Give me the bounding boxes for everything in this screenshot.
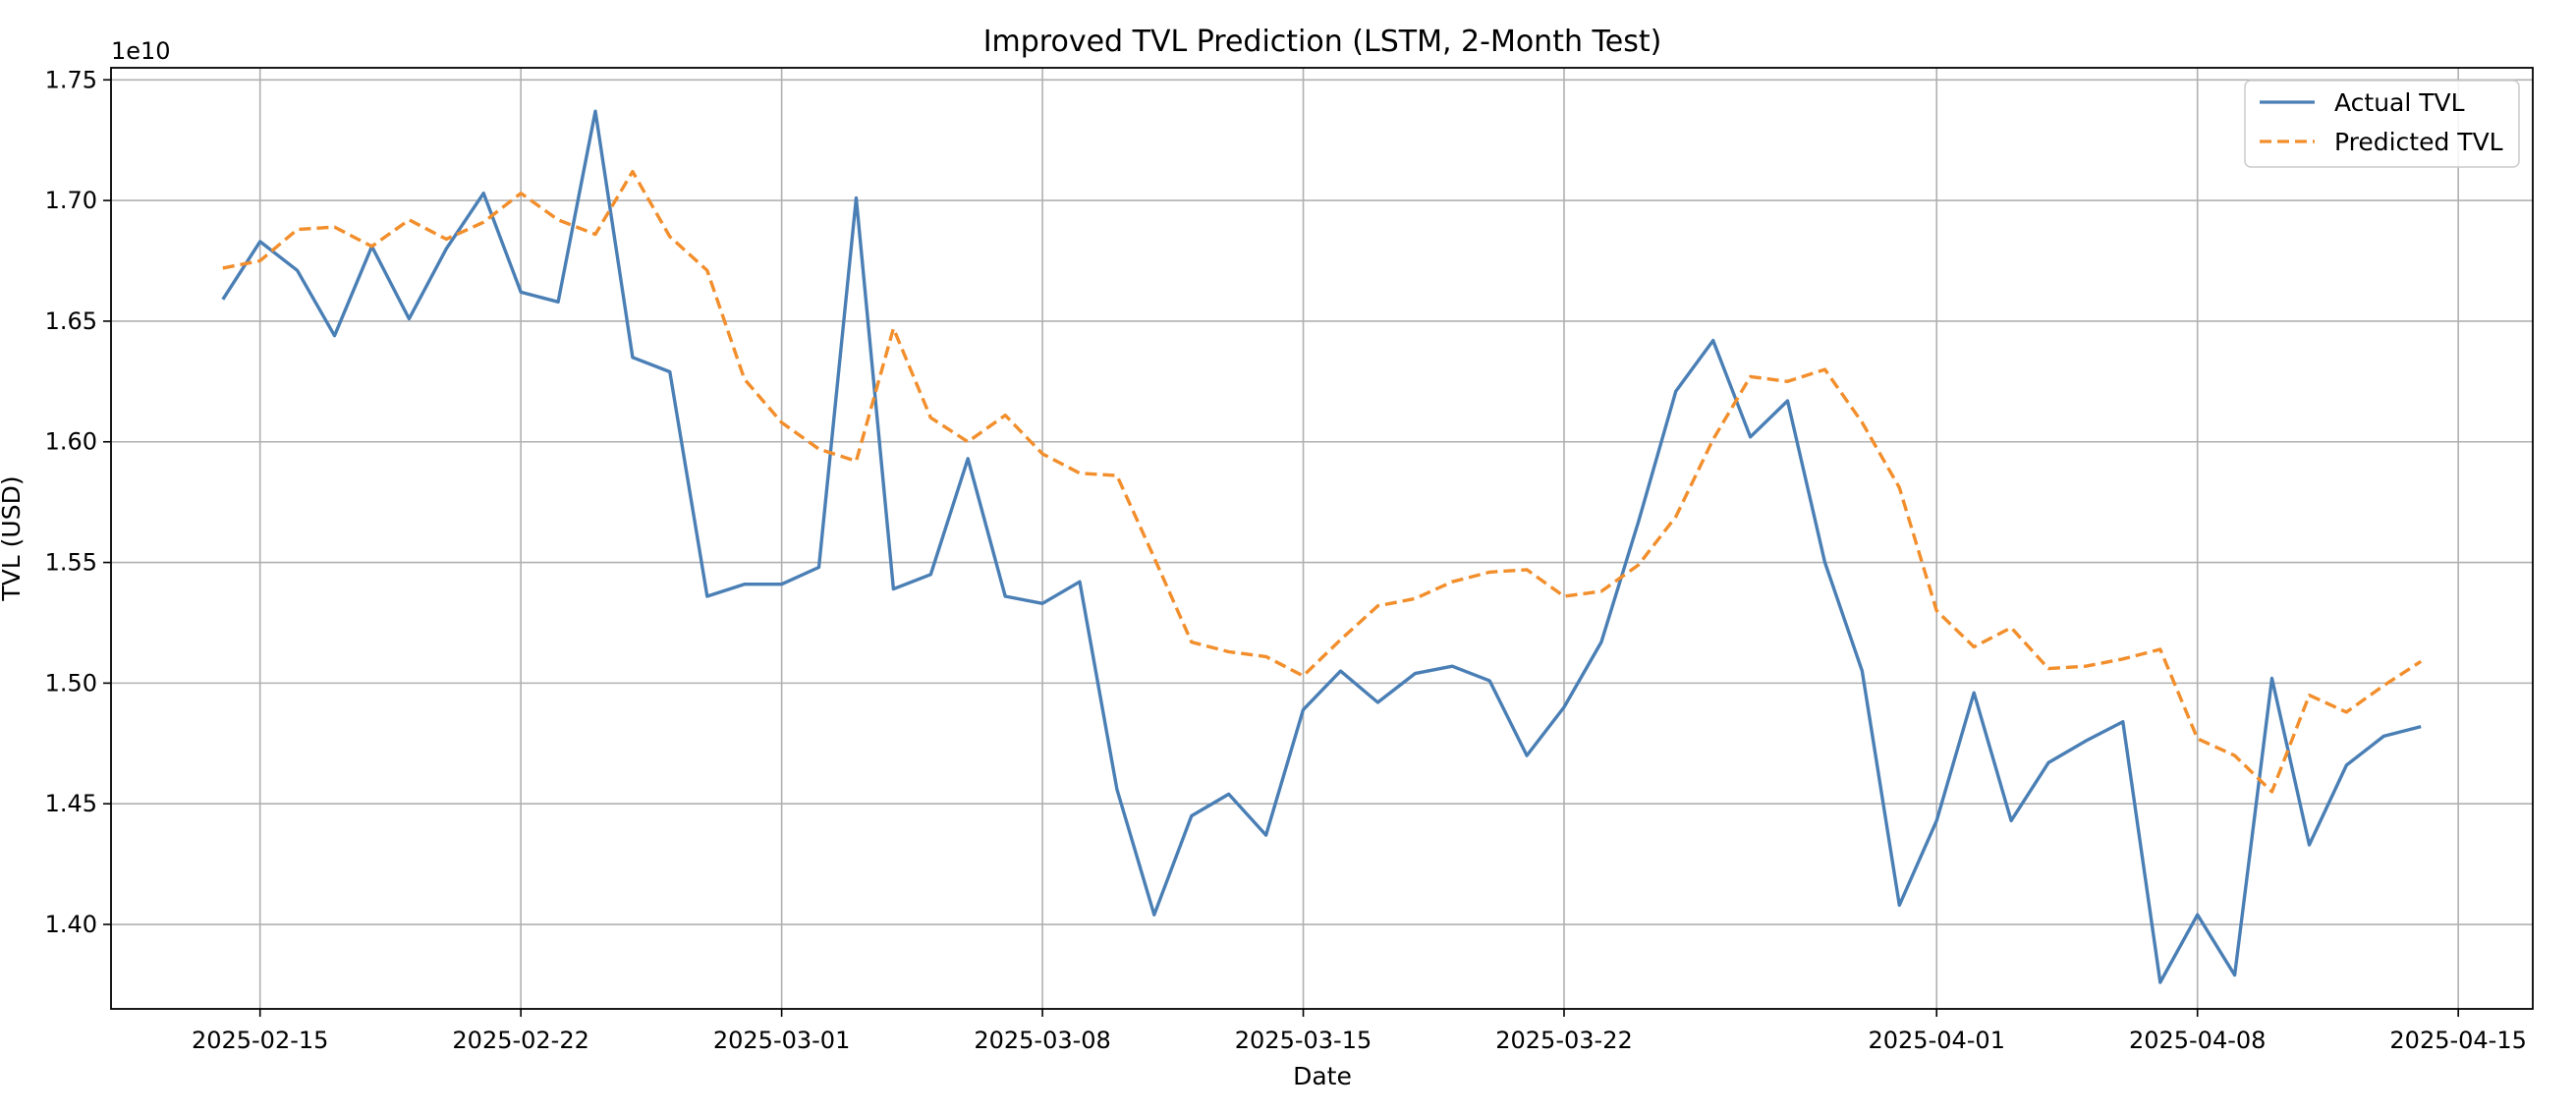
- y-tick-label: 1.60: [45, 428, 97, 456]
- chart-title: Improved TVL Prediction (LSTM, 2-Month T…: [983, 25, 1662, 59]
- plot-area-frame: [110, 67, 2534, 1010]
- legend-label-predicted: Predicted TVL: [2334, 128, 2503, 156]
- y-tick-label: 1.45: [45, 790, 97, 817]
- x-axis-ticks: 2025-02-15 2025-02-22 2025-03-01 2025-03-08…: [192, 1009, 2527, 1054]
- y-axis-offset-label: 1e10: [111, 37, 171, 65]
- x-tick-label: 2025-03-01: [713, 1027, 850, 1054]
- x-tick-label: 2025-04-15: [2389, 1027, 2526, 1054]
- x-tick-label: 2025-04-01: [1868, 1027, 2004, 1054]
- x-axis-label: Date: [1293, 1062, 1352, 1090]
- predicted-tvl-line: [222, 169, 2423, 794]
- x-tick-label: 2025-03-08: [974, 1027, 1110, 1054]
- x-tick-label: 2025-03-15: [1235, 1027, 1372, 1054]
- y-tick-label: 1.75: [45, 66, 97, 93]
- x-tick-label: 2025-02-22: [452, 1027, 588, 1054]
- y-axis-ticks: 1.40 1.45 1.50 1.55 1.60 1.65 1.70 1.75: [45, 66, 111, 938]
- x-tick-label: 2025-02-15: [192, 1027, 328, 1054]
- y-axis-label: TVL (USD): [0, 475, 26, 601]
- y-tick-label: 1.65: [45, 307, 97, 335]
- legend-label-actual: Actual TVL: [2334, 88, 2465, 117]
- y-tick-label: 1.40: [45, 911, 97, 938]
- actual-tvl-line: [221, 109, 2422, 984]
- x-tick-label: 2025-04-08: [2129, 1027, 2266, 1054]
- grid-lines: [111, 68, 2533, 1009]
- y-tick-label: 1.70: [45, 187, 97, 214]
- series-group: [221, 109, 2423, 984]
- x-tick-label: 2025-03-22: [1495, 1027, 1632, 1054]
- legend: Actual TVL Predicted TVL: [2244, 80, 2520, 168]
- y-tick-label: 1.55: [45, 549, 97, 577]
- y-tick-label: 1.50: [45, 669, 97, 696]
